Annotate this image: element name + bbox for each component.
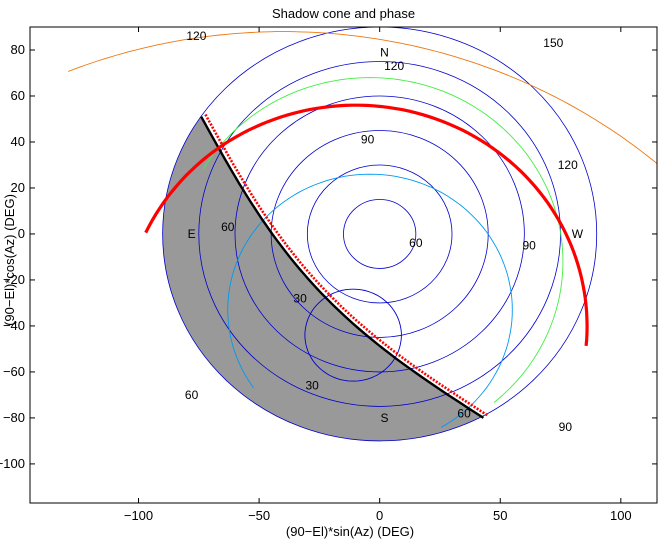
compass-label-e: E [188, 227, 196, 241]
compass-label-n: N [380, 45, 389, 59]
x-tick-label: 0 [376, 508, 383, 523]
compass-label-s: S [380, 411, 388, 425]
y-axis-label: (90−El)*cos(Az) (DEG) [2, 194, 17, 326]
chart-title: Shadow cone and phase [272, 6, 415, 21]
contour-label-60-2: 60 [185, 388, 199, 402]
shadow-region [162, 116, 484, 441]
y-tick-label: 40 [11, 134, 25, 149]
phase-contour-120 [68, 31, 657, 165]
elevation-ring-15 [343, 199, 417, 269]
x-tick-label: 100 [610, 508, 632, 523]
contour-label-120-1: 120 [384, 59, 404, 73]
contour-label-150-0: 150 [543, 36, 563, 50]
elevation-ring-60 [234, 95, 525, 373]
phase-contour-90 [202, 77, 564, 403]
elevation-ring-30 [306, 164, 453, 304]
axis-layer: −100 −50 0 50 100 80 60 40 20 0 −20 −40 −60 −80 −100 [0, 27, 657, 523]
y-tick-label: −100 [0, 456, 25, 471]
contour-label-90-0: 90 [361, 133, 375, 147]
contour-label-60-1: 60 [409, 236, 423, 250]
shadow-edge-dotted [203, 113, 488, 417]
y-tick-label: 20 [11, 180, 25, 195]
contour-label-30-0: 30 [293, 291, 307, 305]
y-tick-label: −40 [3, 318, 25, 333]
plot-layer [68, 0, 657, 442]
compass-label-w: W [572, 227, 584, 241]
x-tick-label: 50 [493, 508, 507, 523]
contour-label-90-1: 90 [523, 238, 537, 252]
x-tick-label: −100 [124, 508, 153, 523]
contour-label-layer: N W E S 30 30 60 60 60 60 90 90 90 120 120 120 150 [185, 29, 584, 434]
y-tick-label: 80 [11, 42, 25, 57]
contour-label-120-2: 120 [558, 158, 578, 172]
y-tick-label: 60 [11, 88, 25, 103]
elevation-ring-90 [162, 27, 598, 442]
contour-label-60-3: 60 [457, 406, 471, 420]
contour-label-30-1: 30 [305, 379, 319, 393]
contour-label-60-0: 60 [221, 220, 235, 234]
phase-contour-150 [606, 0, 657, 12]
y-tick-label: −60 [3, 364, 25, 379]
y-tick-label: −80 [3, 410, 25, 425]
shadow-edge-line [200, 116, 485, 419]
plot-frame [29, 26, 658, 504]
y-tick-label: −20 [3, 272, 25, 287]
phase-contour-30 [304, 288, 402, 382]
x-tick-label: −50 [248, 508, 270, 523]
y-tick-label: 0 [18, 226, 25, 241]
contour-label-90-2: 90 [559, 420, 573, 434]
phase-contour-60 [227, 173, 513, 428]
x-axis-label: (90−El)*sin(Az) (DEG) [286, 524, 414, 539]
contour-label-120-0: 120 [186, 29, 206, 43]
sun-track [144, 103, 589, 347]
